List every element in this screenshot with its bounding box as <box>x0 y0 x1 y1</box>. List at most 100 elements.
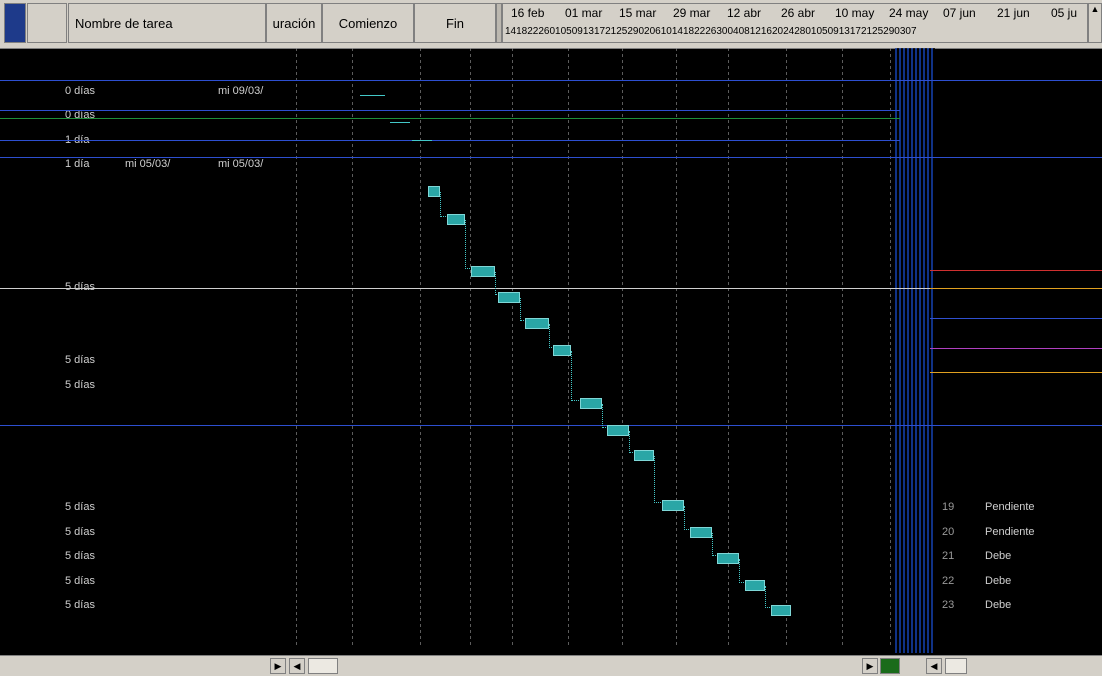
table-row[interactable]: 5 días 20 Pendiente <box>0 526 1102 548</box>
table-row[interactable] <box>0 428 1102 450</box>
table-row[interactable] <box>0 477 1102 499</box>
table-row[interactable] <box>0 232 1102 254</box>
gantt-line <box>0 110 900 111</box>
gantt-line <box>0 288 930 289</box>
row-name: Debe <box>985 550 1100 562</box>
row-start: mi 05/03/ <box>125 158 220 170</box>
table-row[interactable] <box>0 183 1102 205</box>
table-row[interactable] <box>0 207 1102 229</box>
timescale-week-label: 07 jun <box>943 6 976 20</box>
row-dur: 5 días <box>65 599 120 611</box>
row-num: 19 <box>942 501 970 513</box>
scroll-right-icon: ▶ <box>275 661 282 672</box>
timescale-week-label: 26 abr <box>781 6 815 20</box>
column-header-fin[interactable]: Fin <box>414 3 496 43</box>
timescale-week-label: 24 may <box>889 6 928 20</box>
timescale-header: 16 feb 01 mar 15 mar 29 mar 12 abr 26 abr 10 m… <box>502 3 1088 43</box>
row-dur: 5 días <box>65 354 120 366</box>
timescale-week-label: 12 abr <box>727 6 761 20</box>
gantt-bar[interactable] <box>771 605 791 616</box>
horizontal-scrollbar[interactable]: ▶ ◀ ▶ ◀ <box>0 655 1102 676</box>
timescale-week-label: 29 mar <box>673 6 710 20</box>
row-name: Debe <box>985 599 1100 611</box>
gantt-line <box>360 95 385 96</box>
table-row[interactable]: 5 días 23 Debe <box>0 599 1102 621</box>
gantt-line <box>930 270 1102 271</box>
row-end: mi 05/03/ <box>218 158 298 170</box>
gantt-bar[interactable] <box>717 553 739 564</box>
gantt-bar[interactable] <box>745 580 765 591</box>
row-indicator[interactable] <box>4 3 26 43</box>
gantt-bar[interactable] <box>471 266 495 277</box>
table-row[interactable]: 5 días <box>0 281 1102 303</box>
row-end: mi 09/03/ <box>218 85 298 97</box>
table-row[interactable]: 1 día mi 05/03/mi 05/03/ <box>0 158 1102 180</box>
table-row[interactable]: 5 días <box>0 379 1102 401</box>
scroll-left-icon-2: ◀ <box>931 661 938 672</box>
scroll-thumb-chart[interactable] <box>308 658 338 674</box>
gantt-bar[interactable] <box>634 450 654 461</box>
gantt-bar[interactable] <box>607 425 629 436</box>
table-row[interactable]: 5 días 21 Debe <box>0 550 1102 572</box>
gantt-line <box>0 157 1102 158</box>
timescale-week-label: 15 mar <box>619 6 656 20</box>
gantt-bar[interactable] <box>498 292 520 303</box>
gantt-line <box>930 372 1102 373</box>
scroll-right-icon-2: ▶ <box>867 661 874 672</box>
table-row[interactable]: 0 días mi 09/03/ <box>0 85 1102 107</box>
row-dur: 1 día <box>65 158 120 170</box>
gantt-line <box>390 122 410 123</box>
row-dur: 5 días <box>65 575 120 587</box>
column-header-duracion[interactable]: uración <box>266 3 322 43</box>
timescale-days: 1418222601050913172125290206101418222630… <box>505 26 917 37</box>
gantt-line <box>0 140 900 141</box>
scroll-left-button-chart[interactable]: ◀ <box>289 658 305 674</box>
timescale-week-label: 05 ju <box>1051 6 1077 20</box>
select-all-corner[interactable] <box>27 3 67 43</box>
table-row[interactable] <box>0 256 1102 278</box>
timescale-week-label: 21 jun <box>997 6 1030 20</box>
gantt-line <box>930 288 1102 289</box>
scroll-left-button-right[interactable]: ◀ <box>926 658 942 674</box>
gantt-bar[interactable] <box>525 318 549 329</box>
table-row[interactable]: 1 día <box>0 134 1102 156</box>
gantt-bar[interactable] <box>428 186 440 197</box>
row-num: 23 <box>942 599 970 611</box>
gantt-bar[interactable] <box>447 214 465 225</box>
column-header-nombre[interactable]: Nombre de tarea <box>68 3 266 43</box>
table-row[interactable] <box>0 452 1102 474</box>
table-row[interactable] <box>0 403 1102 425</box>
column-header-comienzo[interactable]: Comienzo <box>322 3 414 43</box>
gantt-line <box>0 118 900 119</box>
row-num: 21 <box>942 550 970 562</box>
scroll-right-button-table[interactable]: ▶ <box>270 658 286 674</box>
row-dur: 5 días <box>65 550 120 562</box>
row-dur: 5 días <box>65 501 120 513</box>
task-grid: 0 días mi 09/03/0 días 1 día 1 día mi 05/03/… <box>0 48 1102 653</box>
vertical-scroll-up-button[interactable]: ▲ <box>1088 3 1102 43</box>
row-name: Debe <box>985 575 1100 587</box>
table-row[interactable]: 0 días <box>0 109 1102 131</box>
gantt-bar[interactable] <box>690 527 712 538</box>
gantt-line <box>930 318 1102 319</box>
dependency-link <box>571 351 585 401</box>
table-row[interactable]: 5 días 19 Pendiente <box>0 501 1102 523</box>
gantt-bar[interactable] <box>580 398 602 409</box>
gantt-line <box>0 80 1102 81</box>
scroll-right-button-chart[interactable]: ▶ <box>862 658 878 674</box>
row-dur: 5 días <box>65 379 120 391</box>
row-name: Pendiente <box>985 501 1100 513</box>
row-num: 20 <box>942 526 970 538</box>
row-name: Pendiente <box>985 526 1100 538</box>
scroll-thumb-right[interactable] <box>945 658 967 674</box>
scroll-thumb-mid[interactable] <box>880 658 900 674</box>
gantt-line <box>412 140 432 141</box>
table-row[interactable]: 5 días 22 Debe <box>0 575 1102 597</box>
row-num: 22 <box>942 575 970 587</box>
row-dur: 0 días <box>65 85 120 97</box>
table-row[interactable] <box>0 60 1102 82</box>
gantt-bar[interactable] <box>553 345 571 356</box>
gantt-bar[interactable] <box>662 500 684 511</box>
table-header: Nombre de tarea uración Comienzo Fin 16 … <box>0 0 1102 49</box>
timescale-week-label: 16 feb <box>511 6 544 20</box>
